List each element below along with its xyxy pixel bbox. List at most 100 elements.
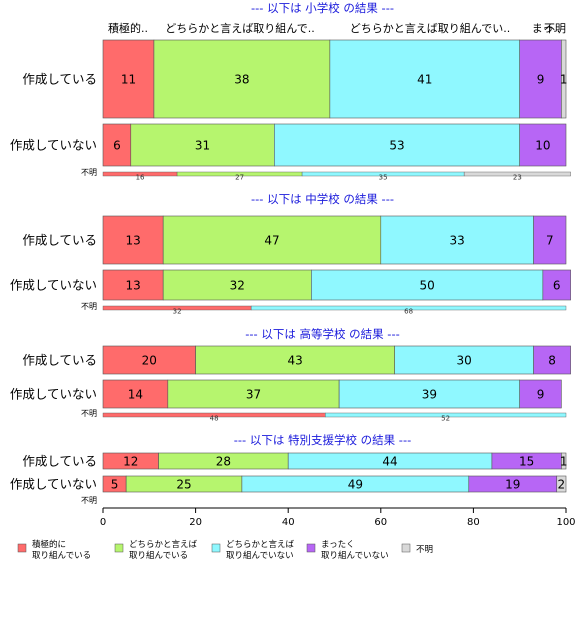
data-label: 20 <box>142 354 157 368</box>
legend-label: まったく取り組んでいない <box>321 540 389 561</box>
data-label: 25 <box>176 478 191 492</box>
data-label: 68 <box>404 308 413 316</box>
row-label: 不明 <box>81 409 97 418</box>
legend-label: 積極的に取り組んでいる <box>32 539 91 561</box>
bar-segment <box>519 123 567 167</box>
data-label: 44 <box>382 455 397 469</box>
x-tick-label: 100 <box>556 517 575 528</box>
data-label: 50 <box>419 279 434 293</box>
data-label: 49 <box>348 478 363 492</box>
data-label: 16 <box>136 174 145 182</box>
row-label: 作成している <box>22 353 97 368</box>
legend-label: どちらかと言えば取り組んでいる <box>129 539 198 561</box>
row-label: 作成していない <box>10 477 97 492</box>
data-label: 6 <box>113 139 121 153</box>
row-label: 作成している <box>22 233 97 248</box>
data-label: 2 <box>558 478 566 492</box>
bar-segment <box>102 215 164 265</box>
bar-segment <box>102 123 132 167</box>
data-label: 28 <box>216 455 231 469</box>
data-label: 41 <box>417 73 432 87</box>
data-label: 6 <box>553 279 561 293</box>
panel-title: --- 以下は 中学校 の結果 --- <box>251 192 394 206</box>
data-label: 27 <box>235 174 244 182</box>
category-header-label: どちらかと言えば取り組んで.. <box>165 22 314 35</box>
x-tick-label: 0 <box>100 517 106 528</box>
data-label: 31 <box>195 139 210 153</box>
bar-segment <box>556 475 567 493</box>
bar-segment <box>533 345 571 375</box>
legend-swatch <box>17 543 27 553</box>
data-label: 1 <box>560 73 568 87</box>
row-label: 作成していない <box>10 278 97 293</box>
data-label: 32 <box>173 308 182 316</box>
x-tick-label: 40 <box>282 517 295 528</box>
category-header-label: 不明 <box>544 22 566 35</box>
x-tick-label: 60 <box>374 517 387 528</box>
row-label: 不明 <box>81 496 97 505</box>
data-label: 12 <box>123 455 138 469</box>
category-header-label: どちらかと言えば取り組んでい.. <box>350 22 510 35</box>
bar-segment <box>561 39 567 119</box>
panel-title: --- 以下は 高等学校 の結果 --- <box>245 327 400 341</box>
data-label: 48 <box>210 415 219 423</box>
data-label: 10 <box>535 139 550 153</box>
legend-label: どちらかと言えば取り組んでいない <box>226 539 295 561</box>
data-label: 43 <box>288 354 303 368</box>
data-label: 38 <box>234 73 249 87</box>
x-tick-label: 20 <box>189 517 202 528</box>
bar-segment <box>130 123 275 167</box>
category-header-label: まっ.. <box>532 22 561 35</box>
bar-segment <box>338 379 521 409</box>
bar-segment <box>250 305 567 311</box>
data-label: 47 <box>264 234 279 248</box>
data-label: 14 <box>128 388 143 402</box>
bar-segment <box>274 123 520 167</box>
bar-segment <box>102 345 196 375</box>
bar-segment <box>153 39 331 119</box>
row-label: 作成している <box>22 454 97 469</box>
bar-segment <box>311 269 544 301</box>
panel-title: --- 以下は 小学校 の結果 --- <box>251 1 394 15</box>
data-label: 15 <box>519 455 534 469</box>
bar-segment <box>325 412 567 418</box>
bar-segment <box>162 215 382 265</box>
row-label: 不明 <box>81 302 97 311</box>
data-label: 39 <box>422 388 437 402</box>
data-label: 32 <box>230 279 245 293</box>
bar-segment <box>519 379 562 409</box>
bar-segment <box>533 215 567 265</box>
panel-title: --- 以下は 特別支援学校 の結果 --- <box>234 433 412 447</box>
bar-segment <box>195 345 395 375</box>
row-label: 不明 <box>81 168 97 177</box>
data-label: 1 <box>560 455 568 469</box>
data-label: 13 <box>125 234 140 248</box>
bar-segment <box>463 171 571 177</box>
data-label: 7 <box>546 234 554 248</box>
bar-segment <box>542 269 571 301</box>
data-label: 9 <box>537 73 545 87</box>
bar-segment <box>167 379 340 409</box>
bar-segment <box>162 269 312 301</box>
legend-swatch <box>306 543 316 553</box>
legend-label: 不明 <box>416 545 433 555</box>
category-header-label: 積極的.. <box>108 21 148 35</box>
data-label: 8 <box>548 354 556 368</box>
data-label: 9 <box>537 388 545 402</box>
data-label: 37 <box>246 388 261 402</box>
data-label: 33 <box>450 234 465 248</box>
data-label: 52 <box>441 415 450 423</box>
data-label: 19 <box>505 478 520 492</box>
data-label: 11 <box>121 73 136 87</box>
bar-segment <box>380 215 534 265</box>
data-label: 53 <box>389 139 404 153</box>
bar-segment <box>102 379 169 409</box>
row-label: 作成していない <box>10 138 97 153</box>
legend-swatch <box>114 543 124 553</box>
data-label: 13 <box>125 279 140 293</box>
bar-segment <box>561 452 567 470</box>
legend-swatch <box>211 543 221 553</box>
bar-segment <box>102 269 164 301</box>
data-label: 5 <box>111 478 119 492</box>
